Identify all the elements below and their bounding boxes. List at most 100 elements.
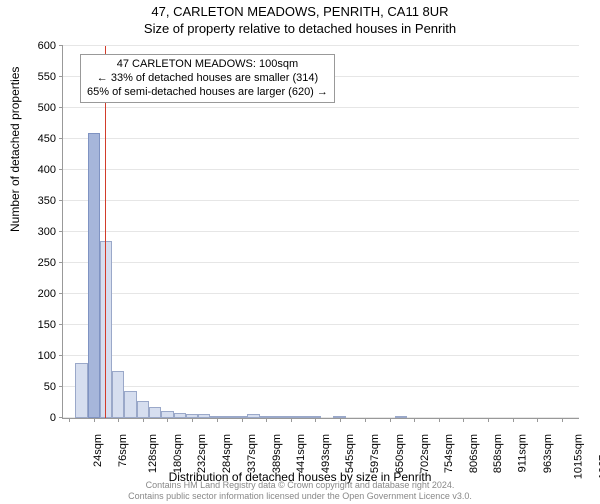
xtick-label: 963sqm bbox=[542, 434, 554, 473]
histogram-bar bbox=[75, 363, 87, 418]
xtick-label: 441sqm bbox=[295, 434, 307, 473]
histogram-bar bbox=[112, 371, 124, 418]
xtick-label: 702sqm bbox=[419, 434, 431, 473]
gridline bbox=[63, 138, 579, 139]
ytick-mark bbox=[59, 76, 63, 77]
histogram-bar bbox=[395, 416, 407, 418]
ytick-mark bbox=[59, 138, 63, 139]
ytick-label: 600 bbox=[16, 40, 56, 52]
xtick-mark bbox=[365, 418, 366, 422]
gridline bbox=[63, 293, 579, 294]
xtick-mark bbox=[488, 418, 489, 422]
gridline bbox=[63, 324, 579, 325]
xtick-label: 24sqm bbox=[92, 434, 104, 467]
histogram-bar bbox=[296, 416, 308, 418]
ytick-label: 200 bbox=[16, 288, 56, 300]
ytick-label: 550 bbox=[16, 71, 56, 83]
xtick-label: 180sqm bbox=[172, 434, 184, 473]
xtick-mark bbox=[315, 418, 316, 422]
ytick-mark bbox=[59, 200, 63, 201]
xtick-label: 754sqm bbox=[443, 434, 455, 473]
ytick-mark bbox=[59, 355, 63, 356]
xtick-mark bbox=[439, 418, 440, 422]
xtick-mark bbox=[390, 418, 391, 422]
xtick-mark bbox=[340, 418, 341, 422]
gridline bbox=[63, 231, 579, 232]
histogram-bar bbox=[161, 411, 173, 418]
ytick-mark bbox=[59, 107, 63, 108]
histogram-bar bbox=[174, 413, 186, 418]
xtick-label: 858sqm bbox=[492, 434, 504, 473]
xtick-mark bbox=[537, 418, 538, 422]
gridline bbox=[63, 107, 579, 108]
histogram-bar bbox=[149, 407, 161, 418]
xtick-label: 389sqm bbox=[271, 434, 283, 473]
ytick-label: 50 bbox=[16, 381, 56, 393]
xtick-mark bbox=[143, 418, 144, 422]
ytick-mark bbox=[59, 169, 63, 170]
ytick-mark bbox=[59, 231, 63, 232]
gridline bbox=[63, 169, 579, 170]
histogram-bar bbox=[198, 414, 210, 418]
xtick-label: 650sqm bbox=[394, 434, 406, 473]
xtick-mark bbox=[513, 418, 514, 422]
highlight-bar bbox=[88, 133, 100, 418]
page-subtitle: Size of property relative to detached ho… bbox=[0, 21, 600, 36]
histogram-bar bbox=[124, 391, 136, 418]
xtick-mark bbox=[291, 418, 292, 422]
xtick-mark bbox=[266, 418, 267, 422]
ytick-mark bbox=[59, 386, 63, 387]
callout-line: 47 CARLETON MEADOWS: 100sqm bbox=[87, 58, 328, 72]
xtick-label: 597sqm bbox=[369, 434, 381, 473]
ytick-label: 150 bbox=[16, 319, 56, 331]
ytick-mark bbox=[59, 293, 63, 294]
xtick-label: 76sqm bbox=[117, 434, 129, 467]
ytick-label: 100 bbox=[16, 350, 56, 362]
ytick-mark bbox=[59, 262, 63, 263]
ytick-mark bbox=[59, 417, 63, 418]
xtick-label: 806sqm bbox=[468, 434, 480, 473]
xtick-mark bbox=[69, 418, 70, 422]
xtick-mark bbox=[217, 418, 218, 422]
ytick-mark bbox=[59, 324, 63, 325]
xtick-mark bbox=[192, 418, 193, 422]
ytick-label: 500 bbox=[16, 102, 56, 114]
xtick-label: 284sqm bbox=[221, 434, 233, 473]
histogram-bar bbox=[272, 416, 284, 418]
xtick-mark bbox=[118, 418, 119, 422]
xtick-label: 128sqm bbox=[147, 434, 159, 473]
callout-line: ← 33% of detached houses are smaller (31… bbox=[87, 72, 328, 86]
xtick-label: 911sqm bbox=[517, 434, 529, 472]
gridline bbox=[63, 355, 579, 356]
xtick-mark bbox=[562, 418, 563, 422]
ytick-mark bbox=[59, 45, 63, 46]
ytick-label: 300 bbox=[16, 226, 56, 238]
gridline bbox=[63, 262, 579, 263]
xtick-mark bbox=[242, 418, 243, 422]
gridline bbox=[63, 200, 579, 201]
xtick-label: 1015sqm bbox=[573, 434, 585, 479]
histogram-bar bbox=[223, 416, 235, 418]
xtick-label: 232sqm bbox=[197, 434, 209, 473]
xtick-label: 545sqm bbox=[344, 434, 356, 473]
page-title: 47, CARLETON MEADOWS, PENRITH, CA11 8UR bbox=[0, 4, 600, 19]
xtick-mark bbox=[463, 418, 464, 422]
histogram-bar bbox=[247, 414, 259, 418]
attribution-text: Contains HM Land Registry data © Crown c… bbox=[0, 480, 600, 502]
xtick-label: 493sqm bbox=[320, 434, 332, 473]
ytick-label: 350 bbox=[16, 195, 56, 207]
xtick-mark bbox=[94, 418, 95, 422]
ytick-label: 450 bbox=[16, 133, 56, 145]
xtick-label: 337sqm bbox=[246, 434, 258, 473]
ytick-label: 0 bbox=[16, 412, 56, 424]
xtick-mark bbox=[414, 418, 415, 422]
ytick-label: 400 bbox=[16, 164, 56, 176]
y-axis-label: Number of detached properties bbox=[8, 67, 22, 232]
histogram-bar bbox=[137, 401, 149, 418]
xtick-mark bbox=[167, 418, 168, 422]
callout-line: 65% of semi-detached houses are larger (… bbox=[87, 86, 328, 100]
ytick-label: 250 bbox=[16, 257, 56, 269]
gridline bbox=[63, 45, 579, 46]
callout-box: 47 CARLETON MEADOWS: 100sqm← 33% of deta… bbox=[80, 54, 335, 103]
gridline bbox=[63, 386, 579, 387]
